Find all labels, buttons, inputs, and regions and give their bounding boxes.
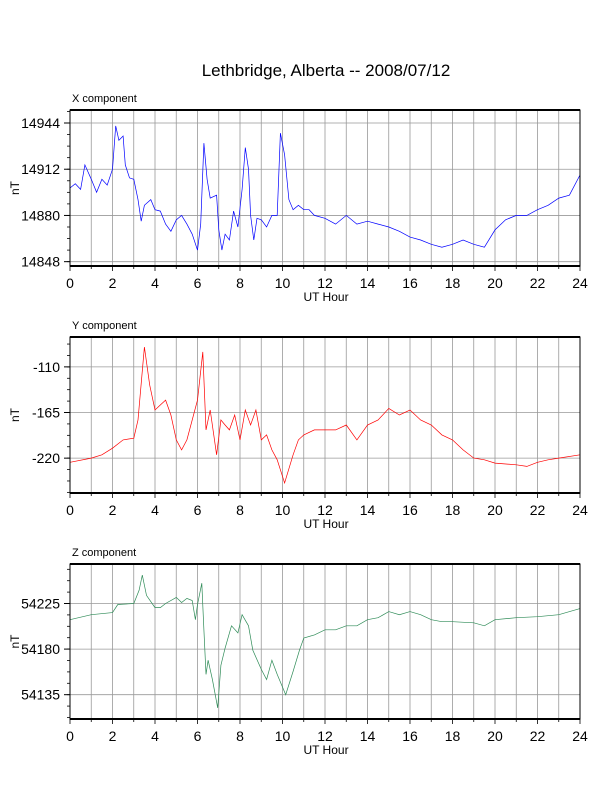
x-tick-label: 8	[236, 728, 244, 744]
x-tick-label: 0	[66, 728, 74, 744]
x-tick-label: 20	[487, 502, 503, 518]
x-tick-label: 20	[487, 728, 503, 744]
x-tick-label: 2	[109, 728, 117, 744]
x-tick-label: 6	[194, 275, 202, 291]
data-series-line	[69, 575, 581, 708]
y-tick-label: -220	[32, 450, 60, 466]
y-tick-label: 14944	[21, 115, 60, 131]
y-axis-label: nT	[8, 407, 22, 422]
y-tick-label: -165	[32, 405, 60, 421]
y-tick-label: 14880	[21, 207, 60, 223]
x-tick-label: 12	[317, 275, 333, 291]
x-tick-label: 22	[530, 502, 546, 518]
y-tick-label: 14912	[21, 161, 60, 177]
x-tick-label: 4	[151, 502, 159, 518]
x-tick-label: 6	[194, 502, 202, 518]
x-tick-label: 24	[572, 728, 588, 744]
x-tick-label: 2	[109, 502, 117, 518]
x-tick-label: 10	[275, 275, 291, 291]
y-tick-label: 54180	[21, 641, 60, 657]
y-axis-label: nT	[8, 634, 22, 649]
data-series-line	[69, 125, 581, 251]
panel-title: Z component	[72, 547, 136, 559]
x-tick-label: 18	[445, 502, 461, 518]
x-tick-label: 24	[572, 275, 588, 291]
y-tick-label: 54135	[21, 687, 60, 703]
x-tick-label: 18	[445, 275, 461, 291]
x-tick-label: 8	[236, 502, 244, 518]
x-tick-label: 0	[66, 275, 74, 291]
x-tick-label: 12	[317, 502, 333, 518]
x-tick-label: 24	[572, 502, 588, 518]
chart-title: Lethbridge, Alberta -- 2008/07/12	[202, 61, 451, 80]
x-tick-label: 8	[236, 275, 244, 291]
x-tick-label: 22	[530, 275, 546, 291]
x-tick-label: 4	[151, 275, 159, 291]
x-axis-label: UT Hour	[303, 290, 348, 304]
x-tick-label: 18	[445, 728, 461, 744]
x-tick-label: 16	[402, 502, 418, 518]
x-tick-label: 12	[317, 728, 333, 744]
x-tick-label: 4	[151, 728, 159, 744]
y-tick-label: 14848	[21, 254, 60, 270]
panel-title: X component	[72, 93, 137, 105]
x-tick-label: 2	[109, 275, 117, 291]
x-tick-label: 14	[360, 275, 376, 291]
x-tick-label: 16	[402, 728, 418, 744]
y-tick-label: -110	[33, 359, 60, 375]
x-axis-label: UT Hour	[303, 517, 348, 531]
x-tick-label: 14	[360, 728, 376, 744]
data-series-line	[69, 346, 581, 485]
x-axis-label: UT Hour	[303, 743, 348, 757]
y-axis-label: nT	[8, 180, 22, 195]
x-tick-label: 6	[194, 728, 202, 744]
x-tick-label: 10	[275, 728, 291, 744]
y-tick-label: 54225	[21, 596, 60, 612]
x-tick-label: 16	[402, 275, 418, 291]
x-tick-label: 10	[275, 502, 291, 518]
x-tick-label: 14	[360, 502, 376, 518]
panel-title: Y component	[72, 320, 137, 332]
x-tick-label: 22	[530, 728, 546, 744]
x-tick-label: 20	[487, 275, 503, 291]
x-tick-label: 0	[66, 502, 74, 518]
